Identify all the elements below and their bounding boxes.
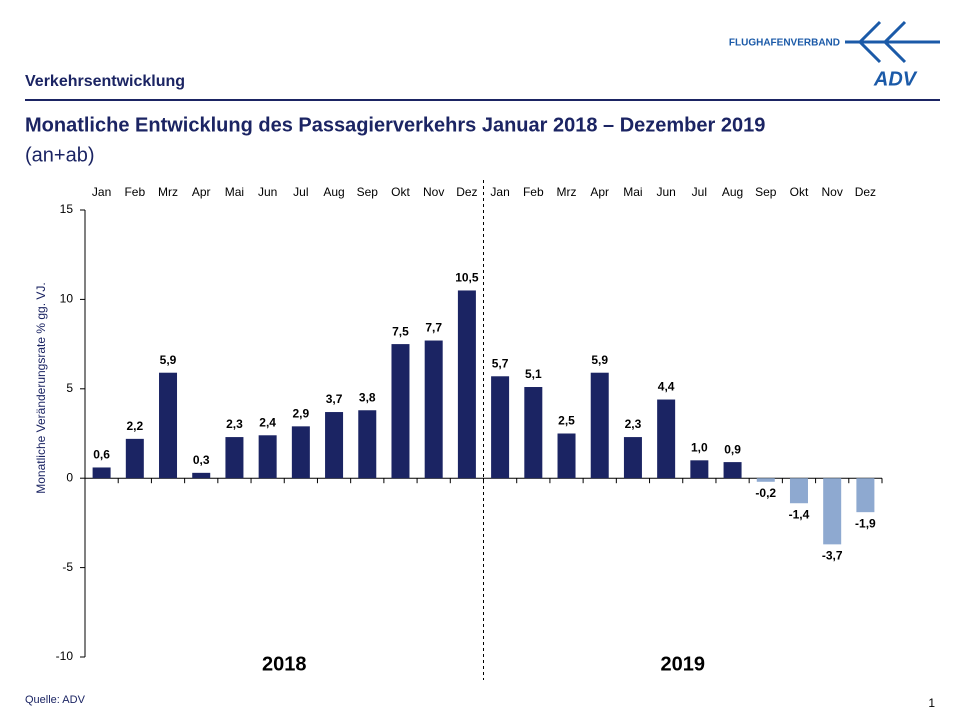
value-label: 2,5 [558, 414, 575, 428]
x-tick-label: Mai [623, 185, 642, 199]
bar [457, 290, 476, 479]
bar [491, 376, 510, 479]
x-tick-label: Mrz [158, 185, 178, 199]
bar [557, 433, 576, 479]
bar [258, 435, 277, 479]
bar [125, 438, 144, 479]
x-tick-label: Mai [225, 185, 244, 199]
bar [623, 437, 642, 479]
value-label: 10,5 [455, 271, 479, 285]
x-tick-label: Sep [357, 185, 379, 199]
year-label: 2019 [661, 653, 706, 675]
bar [789, 478, 808, 504]
bar [823, 478, 842, 545]
value-label: 0,9 [724, 442, 741, 456]
y-tick-label: 5 [66, 381, 73, 395]
page-number: 1 [928, 696, 935, 710]
x-tick-label: Aug [722, 185, 743, 199]
value-label: 1,0 [691, 440, 708, 454]
x-tick-label: Aug [323, 185, 344, 199]
bar [291, 426, 310, 479]
value-label: -0,2 [755, 486, 776, 500]
value-label: 0,3 [193, 453, 210, 467]
value-label: 2,2 [126, 419, 143, 433]
value-label: 2,4 [259, 415, 276, 429]
y-tick-label: -10 [56, 649, 74, 663]
value-label: -1,4 [789, 507, 810, 521]
chart-subtitle: (an+ab) [25, 144, 95, 166]
x-tick-label: Nov [423, 185, 444, 199]
x-tick-label: Jul [692, 185, 707, 199]
x-tick-label: Jul [293, 185, 308, 199]
x-tick-label: Apr [192, 185, 211, 199]
bar [225, 437, 244, 479]
logo-arrows [845, 20, 940, 64]
bar [92, 467, 111, 479]
bar [524, 387, 543, 479]
x-tick-label: Jan [490, 185, 509, 199]
x-tick-label: Feb [124, 185, 145, 199]
value-label: 2,9 [293, 407, 310, 421]
value-label: 4,4 [658, 380, 675, 394]
value-label: 5,7 [492, 356, 509, 370]
value-label: 2,3 [625, 417, 642, 431]
year-label: 2018 [262, 653, 307, 675]
y-tick-label: -5 [62, 560, 73, 574]
y-axis-label: Monatliche Veränderungsrate % gg. VJ. [34, 282, 48, 493]
x-tick-label: Nov [822, 185, 843, 199]
x-tick-label: Apr [590, 185, 609, 199]
x-tick-label: Mrz [557, 185, 577, 199]
bar [159, 372, 178, 479]
value-label: 7,5 [392, 324, 409, 338]
bar [657, 399, 676, 479]
x-tick-label: Feb [523, 185, 544, 199]
bar [756, 478, 775, 482]
x-tick-label: Jan [92, 185, 111, 199]
logo-name: FLUGHAFENVERBAND [729, 38, 840, 49]
value-label: -3,7 [822, 549, 843, 563]
y-tick-label: 15 [60, 202, 74, 216]
logo-mark: ADV [873, 68, 918, 90]
chart-title: Monatliche Entwicklung des Passagierverk… [25, 114, 765, 136]
section-title: Verkehrsentwicklung [25, 73, 185, 90]
value-label: 0,6 [93, 448, 110, 462]
y-tick-label: 10 [60, 292, 74, 306]
value-label: 3,7 [326, 392, 343, 406]
value-label: 5,9 [591, 353, 608, 367]
bar [192, 472, 211, 479]
x-tick-label: Okt [391, 185, 410, 199]
bar [856, 478, 875, 513]
x-tick-label: Dez [855, 185, 876, 199]
value-label: 7,7 [425, 321, 442, 335]
bar [690, 460, 709, 479]
value-label: -1,9 [855, 516, 876, 530]
bar [424, 340, 443, 479]
bar [391, 344, 410, 479]
value-label: 5,1 [525, 367, 542, 381]
source: Quelle: ADV [25, 694, 86, 706]
x-tick-label: Okt [790, 185, 809, 199]
value-label: 5,9 [160, 353, 177, 367]
bar [590, 372, 609, 479]
bar [325, 412, 344, 479]
value-label: 2,3 [226, 417, 243, 431]
x-tick-label: Dez [456, 185, 477, 199]
y-tick-label: 0 [66, 470, 73, 484]
x-tick-label: Jun [258, 185, 277, 199]
x-tick-label: Jun [656, 185, 675, 199]
bar [723, 462, 742, 479]
value-label: 3,8 [359, 390, 376, 404]
x-tick-label: Sep [755, 185, 777, 199]
bar [358, 410, 377, 479]
